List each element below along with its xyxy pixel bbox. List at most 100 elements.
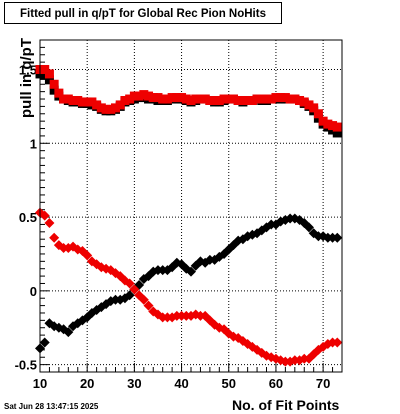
data-point bbox=[92, 100, 102, 110]
data-point bbox=[139, 90, 149, 100]
data-point bbox=[40, 70, 50, 80]
data-point bbox=[134, 91, 144, 101]
data-point bbox=[138, 294, 149, 305]
data-point bbox=[238, 95, 248, 105]
y-tick-label: 1.5 bbox=[19, 63, 37, 78]
data-point bbox=[111, 103, 120, 113]
data-point bbox=[82, 250, 93, 261]
x-tick-label: 30 bbox=[127, 376, 141, 391]
data-point bbox=[303, 222, 314, 233]
data-point bbox=[129, 284, 140, 295]
data-point bbox=[143, 300, 154, 311]
data-point bbox=[271, 93, 281, 103]
data-point bbox=[144, 91, 154, 101]
data-point bbox=[295, 95, 305, 105]
data-point bbox=[309, 103, 319, 113]
data-point bbox=[49, 232, 60, 243]
y-axis-label: pull in q/pT bbox=[18, 38, 35, 118]
data-point bbox=[200, 94, 210, 104]
data-point bbox=[40, 65, 50, 75]
data-point bbox=[44, 75, 54, 85]
chart-title: Fitted pull in q/pT for Global Rec Pion … bbox=[4, 2, 282, 24]
y-tick-label: 1 bbox=[30, 136, 37, 151]
x-tick-label: 50 bbox=[222, 376, 236, 391]
x-tick-label: 20 bbox=[80, 376, 94, 391]
data-point bbox=[276, 93, 286, 103]
data-point bbox=[323, 119, 333, 129]
data-point bbox=[252, 94, 262, 104]
data-point bbox=[87, 97, 97, 107]
data-point bbox=[228, 94, 238, 104]
x-tick-label: 70 bbox=[316, 376, 330, 391]
data-point bbox=[285, 94, 295, 104]
data-point bbox=[120, 95, 130, 105]
x-tick-label: 10 bbox=[33, 376, 47, 391]
data-point bbox=[210, 95, 220, 105]
x-axis-label: No. of Fit Points bbox=[232, 397, 340, 413]
data-point bbox=[39, 337, 50, 348]
plot-frame bbox=[39, 39, 343, 373]
data-point bbox=[313, 109, 323, 119]
data-point bbox=[290, 94, 300, 104]
data-point bbox=[68, 95, 78, 105]
data-point bbox=[262, 94, 271, 104]
data-points bbox=[35, 65, 343, 367]
y-tick-label: 0 bbox=[30, 284, 37, 299]
data-point bbox=[318, 116, 328, 126]
data-point bbox=[233, 95, 243, 105]
series-1 bbox=[35, 65, 342, 132]
data-point bbox=[332, 232, 343, 243]
data-point bbox=[44, 217, 55, 228]
data-point bbox=[224, 94, 234, 104]
data-point bbox=[96, 103, 106, 113]
data-point bbox=[49, 85, 59, 95]
data-point bbox=[186, 266, 196, 277]
data-point bbox=[177, 93, 187, 103]
series-3 bbox=[35, 207, 343, 367]
data-point bbox=[214, 251, 225, 262]
data-point bbox=[115, 100, 125, 110]
data-point bbox=[39, 210, 50, 221]
data-point bbox=[332, 337, 343, 348]
data-point bbox=[181, 94, 191, 104]
data-point bbox=[332, 128, 342, 138]
data-point bbox=[328, 121, 338, 131]
data-point bbox=[186, 95, 196, 105]
data-point bbox=[214, 95, 224, 105]
data-point bbox=[77, 97, 87, 107]
y-tick-label: -0.5 bbox=[15, 358, 37, 373]
data-point bbox=[148, 93, 158, 103]
data-point bbox=[167, 93, 177, 103]
series-2 bbox=[35, 213, 343, 354]
data-point bbox=[101, 104, 111, 114]
data-point bbox=[219, 94, 229, 104]
data-point bbox=[77, 246, 88, 257]
data-point bbox=[299, 97, 309, 107]
data-point bbox=[243, 95, 253, 105]
data-point bbox=[304, 100, 314, 110]
data-point bbox=[191, 94, 201, 104]
data-point bbox=[205, 95, 215, 105]
data-point bbox=[247, 95, 257, 105]
data-point bbox=[124, 290, 135, 301]
data-point bbox=[124, 278, 135, 289]
data-point bbox=[172, 93, 182, 103]
data-point bbox=[153, 93, 163, 103]
data-point bbox=[257, 94, 267, 104]
y-tick-label: 0.5 bbox=[19, 210, 37, 225]
x-tick-label: 60 bbox=[269, 376, 283, 391]
data-point bbox=[332, 122, 342, 132]
data-point bbox=[63, 94, 73, 104]
data-point bbox=[49, 79, 59, 89]
data-point bbox=[82, 97, 92, 107]
data-point bbox=[129, 91, 139, 101]
x-tick-label: 40 bbox=[174, 376, 188, 391]
data-point bbox=[125, 94, 135, 104]
data-point bbox=[63, 327, 74, 338]
data-point bbox=[59, 94, 69, 104]
timestamp: Sat Jun 28 13:47:15 2025 bbox=[4, 402, 99, 411]
data-point bbox=[266, 94, 276, 104]
data-point bbox=[158, 94, 168, 104]
data-point bbox=[54, 88, 64, 98]
